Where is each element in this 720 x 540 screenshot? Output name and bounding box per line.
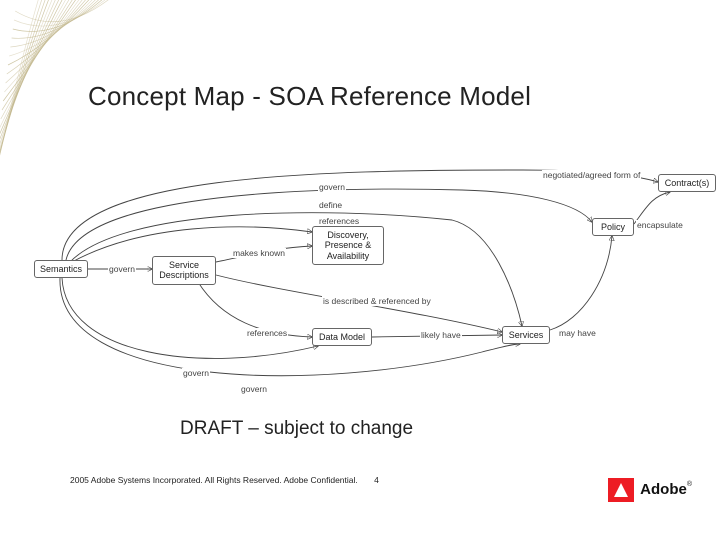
draft-notice: DRAFT – subject to change: [180, 418, 413, 440]
edge-label: references: [246, 328, 288, 338]
edge-label: define: [318, 200, 343, 210]
node-dpa: Discovery,Presence &Availability: [312, 226, 384, 265]
edge-label: references: [318, 216, 360, 226]
edge-label: govern: [108, 264, 136, 274]
edge-label: encapsulate: [636, 220, 684, 230]
edge-label: makes known: [232, 248, 286, 258]
footer: 2005 Adobe Systems Incorporated. All Rig…: [70, 475, 379, 485]
edge: [550, 236, 612, 330]
edge-label: may have: [558, 328, 597, 338]
page-title: Concept Map - SOA Reference Model: [88, 81, 531, 112]
node-contracts: Contract(s): [658, 174, 716, 192]
edge-label: govern: [182, 368, 210, 378]
edge: [60, 278, 520, 376]
adobe-logo-mark: [608, 478, 634, 502]
node-semantics: Semantics: [34, 260, 88, 278]
node-policy: Policy: [592, 218, 634, 236]
edge-label: negotiated/agreed form of: [542, 170, 641, 180]
edge-label: is described & referenced by: [322, 296, 432, 306]
concept-map-diagram: govern makes known is described & referenc…: [22, 130, 702, 400]
adobe-logo-text: Adobe®: [640, 481, 692, 499]
node-datamodel: Data Model: [312, 328, 372, 346]
node-services: Services: [502, 326, 550, 344]
edge-label: govern: [318, 182, 346, 192]
edge-label: govern: [240, 384, 268, 394]
page-number: 4: [360, 475, 379, 485]
node-svcdesc: ServiceDescriptions: [152, 256, 216, 285]
edge-label: likely have: [420, 330, 462, 340]
copyright-text: 2005 Adobe Systems Incorporated. All Rig…: [70, 475, 358, 485]
edge: [62, 278, 318, 358]
adobe-logo: Adobe®: [608, 478, 692, 502]
